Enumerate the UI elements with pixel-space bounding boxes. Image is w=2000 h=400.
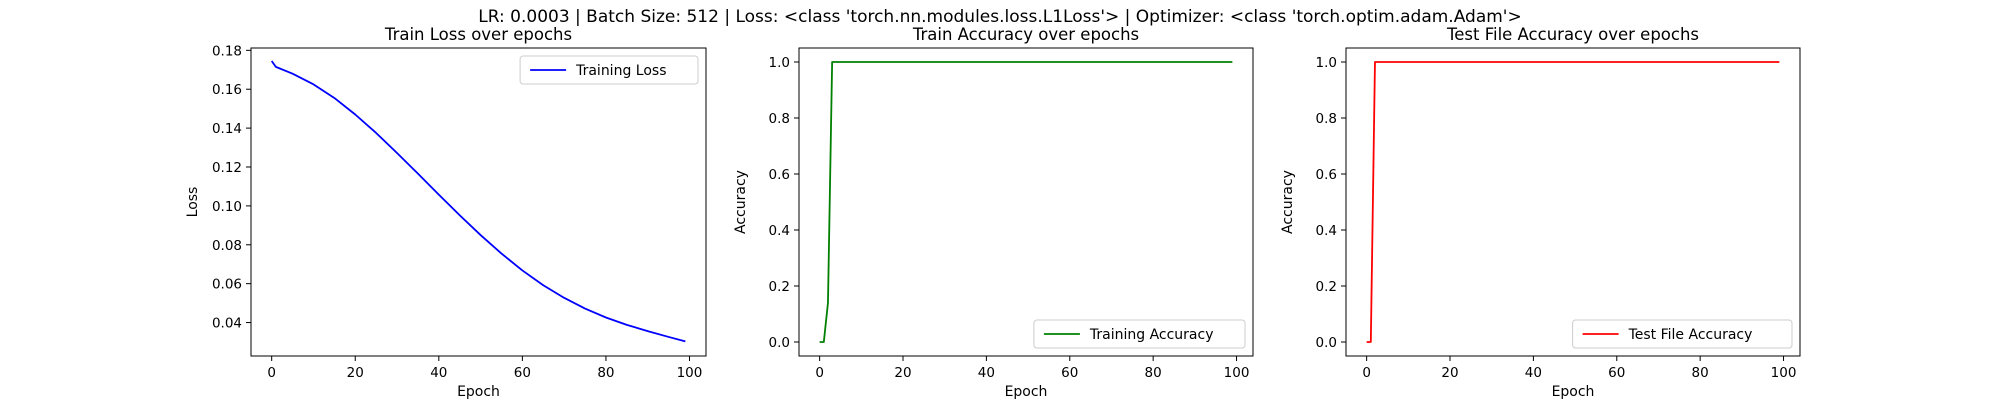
test-accuracy-x-tick-label: 60 <box>1608 365 1625 381</box>
test-accuracy-title: Test File Accuracy over epochs <box>1446 25 1699 44</box>
test-accuracy-y-tick-label: 0.8 <box>1316 111 1337 127</box>
train-loss-axes-frame <box>250 47 707 357</box>
train-loss-y-tick-label: 0.16 <box>212 82 242 98</box>
train-loss-y-tick-label: 0.04 <box>212 316 242 332</box>
train-accuracy-y-tick-label: 0.2 <box>769 279 790 295</box>
train-loss-legend: Training Loss <box>519 55 699 85</box>
train-loss-legend-box <box>519 55 699 85</box>
train-loss-series-line <box>270 60 686 343</box>
train-accuracy-title: Train Accuracy over epochs <box>912 25 1139 44</box>
train-loss-x-tick-label: 100 <box>677 365 703 381</box>
test-accuracy-y-tick-label: 0.2 <box>1316 279 1337 295</box>
train-loss-panel: Train Loss over epochs 0 20 40 60 80 100 0.04 0.… <box>185 25 707 400</box>
train-loss-y-tick-label: 0.08 <box>212 238 242 254</box>
test-accuracy-y-tick-label: 0.4 <box>1316 223 1337 239</box>
train-accuracy-legend-box <box>1033 319 1246 349</box>
train-accuracy-legend: Training Accuracy <box>1033 319 1246 349</box>
train-loss-y-axis-label: Loss <box>185 187 201 218</box>
test-accuracy-y-tick-label: 1.0 <box>1316 55 1337 71</box>
train-accuracy-y-tick-label: 0.4 <box>769 223 790 239</box>
train-loss-x-tick-label: 40 <box>430 365 447 381</box>
test-accuracy-y-axis-label: Accuracy <box>1280 170 1296 234</box>
train-accuracy-x-axis-label: Epoch <box>1005 384 1048 400</box>
test-accuracy-x-tick-label: 0 <box>1362 365 1371 381</box>
train-accuracy-y-tick-label: 0.6 <box>769 167 790 183</box>
train-accuracy-x-tick-label: 0 <box>815 365 824 381</box>
train-accuracy-series-line <box>819 61 1233 343</box>
train-loss-x-tick-label: 0 <box>267 365 276 381</box>
subplots: Train Loss over epochs 0 20 40 60 80 100 0.04 0.… <box>185 25 1801 400</box>
train-accuracy-x-tick-label: 80 <box>1145 365 1162 381</box>
test-accuracy-legend-box <box>1572 319 1793 349</box>
train-loss-x-tick-label: 20 <box>347 365 364 381</box>
train-loss-x-axis-label: Epoch <box>457 384 500 400</box>
test-accuracy-y-tick-label: 0.6 <box>1316 167 1337 183</box>
test-accuracy-series-line <box>1366 61 1780 343</box>
train-loss-y-tick-label: 0.12 <box>212 160 242 176</box>
train-accuracy-x-tick-label: 60 <box>1061 365 1078 381</box>
train-loss-x-tick-label: 80 <box>597 365 614 381</box>
train-loss-y-tick-label: 0.10 <box>212 199 242 215</box>
test-accuracy-x-axis-label: Epoch <box>1552 384 1595 400</box>
train-accuracy-axes-frame <box>798 47 1254 357</box>
test-accuracy-x-tick-label: 100 <box>1771 365 1797 381</box>
test-accuracy-axes-frame <box>1345 47 1801 357</box>
test-accuracy-panel: Test File Accuracy over epochs 0 20 40 60 80 1… <box>1280 25 1801 400</box>
train-loss-y-tick-label: 0.18 <box>212 43 242 59</box>
test-accuracy-x-tick-label: 40 <box>1525 365 1542 381</box>
train-accuracy-y-tick-label: 0.0 <box>769 335 790 351</box>
train-loss-legend-label: Training Loss <box>575 63 666 79</box>
test-accuracy-legend: Test File Accuracy <box>1572 319 1793 349</box>
test-accuracy-x-tick-label: 20 <box>1441 365 1458 381</box>
train-loss-y-tick-label: 0.06 <box>212 277 242 293</box>
train-accuracy-panel: Train Accuracy over epochs 0 20 40 60 80 100 0.… <box>733 25 1254 400</box>
test-accuracy-legend-label: Test File Accuracy <box>1628 327 1753 343</box>
train-accuracy-x-tick-label: 20 <box>894 365 911 381</box>
train-accuracy-y-axis-label: Accuracy <box>733 170 749 234</box>
test-accuracy-x-tick-label: 80 <box>1692 365 1709 381</box>
train-accuracy-legend-label: Training Accuracy <box>1089 327 1214 343</box>
train-accuracy-y-tick-label: 1.0 <box>769 55 790 71</box>
train-loss-y-tick-label: 0.14 <box>212 121 242 137</box>
train-loss-title: Train Loss over epochs <box>384 25 572 44</box>
train-accuracy-x-tick-label: 100 <box>1224 365 1250 381</box>
train-accuracy-y-tick-label: 0.8 <box>769 111 790 127</box>
figure-suptitle: LR: 0.0003 | Batch Size: 512 | Loss: <cl… <box>478 7 1521 27</box>
train-accuracy-x-tick-label: 40 <box>978 365 995 381</box>
train-loss-x-tick-label: 60 <box>514 365 531 381</box>
test-accuracy-y-tick-label: 0.0 <box>1316 335 1337 351</box>
